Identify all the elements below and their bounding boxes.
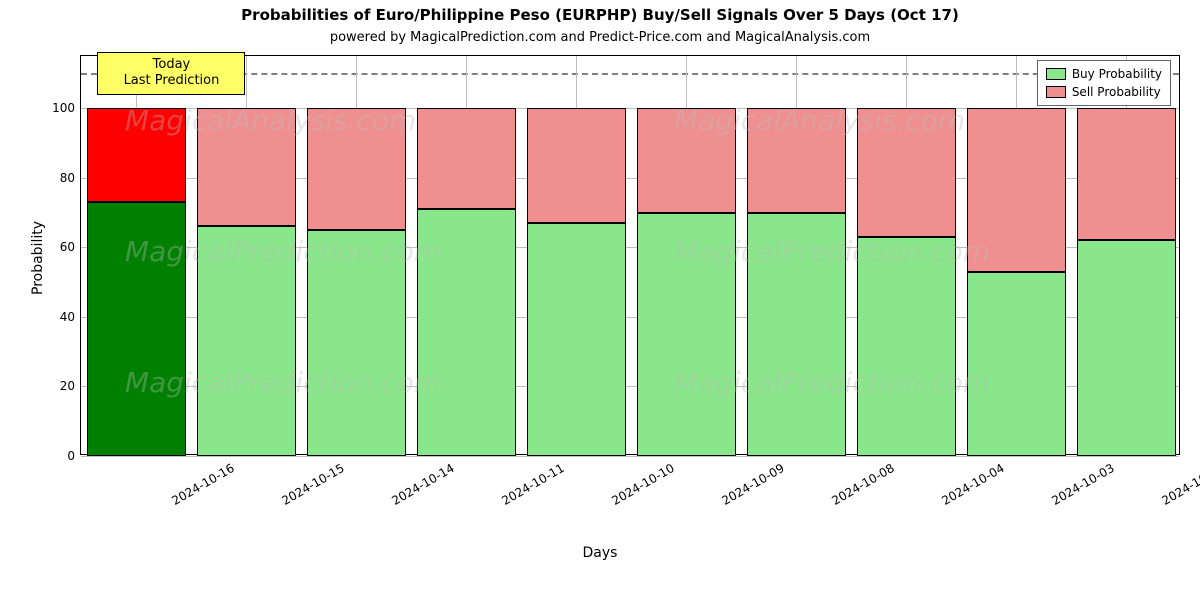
bar-buy bbox=[857, 237, 956, 456]
ytick-label: 100 bbox=[52, 101, 81, 115]
xtick-label: 2024-10-11 bbox=[495, 454, 566, 508]
legend-label-buy: Buy Probability bbox=[1072, 65, 1162, 83]
ytick-label: 0 bbox=[67, 449, 81, 463]
ytick-label: 80 bbox=[60, 171, 81, 185]
legend-item-sell: Sell Probability bbox=[1046, 83, 1162, 101]
annotation-line1: Today bbox=[106, 57, 236, 73]
ytick-label: 20 bbox=[60, 379, 81, 393]
bar-sell bbox=[307, 108, 406, 230]
xtick-label: 2024-10-10 bbox=[605, 454, 676, 508]
legend-item-buy: Buy Probability bbox=[1046, 65, 1162, 83]
xtick-label: 2024-10-16 bbox=[165, 454, 236, 508]
bar-sell bbox=[857, 108, 956, 237]
bar-buy bbox=[417, 209, 516, 456]
legend: Buy Probability Sell Probability bbox=[1037, 60, 1171, 106]
bar-sell bbox=[637, 108, 736, 212]
xtick-label: 2024-10-14 bbox=[385, 454, 456, 508]
bar-sell bbox=[1077, 108, 1176, 240]
xtick-label: 2024-10-03 bbox=[1045, 454, 1116, 508]
x-axis-label: Days bbox=[0, 545, 1200, 561]
bar-sell bbox=[87, 108, 186, 202]
bar-buy bbox=[307, 230, 406, 456]
xtick-label: 2024-10-04 bbox=[935, 454, 1006, 508]
today-annotation: Today Last Prediction bbox=[97, 52, 245, 95]
annotation-line2: Last Prediction bbox=[106, 73, 236, 89]
bar-sell bbox=[747, 108, 846, 212]
ytick-label: 60 bbox=[60, 240, 81, 254]
chart-title: Probabilities of Euro/Philippine Peso (E… bbox=[0, 6, 1200, 24]
bar-sell bbox=[527, 108, 626, 223]
xtick-label: 2024-10-02 bbox=[1155, 454, 1200, 508]
bar-buy bbox=[967, 272, 1066, 456]
legend-swatch-buy bbox=[1046, 68, 1066, 80]
bar-sell bbox=[967, 108, 1066, 271]
bar-buy bbox=[527, 223, 626, 456]
bar-buy bbox=[1077, 240, 1176, 456]
legend-swatch-sell bbox=[1046, 86, 1066, 98]
bar-sell bbox=[417, 108, 516, 209]
chart-container: Probabilities of Euro/Philippine Peso (E… bbox=[0, 0, 1200, 600]
xtick-label: 2024-10-08 bbox=[825, 454, 896, 508]
gridline-h bbox=[81, 456, 1179, 457]
y-axis-label: Probability bbox=[30, 221, 46, 295]
xtick-label: 2024-10-15 bbox=[275, 454, 346, 508]
bar-sell bbox=[197, 108, 296, 226]
chart-subtitle: powered by MagicalPrediction.com and Pre… bbox=[0, 30, 1200, 45]
bar-buy bbox=[197, 226, 296, 456]
ytick-label: 40 bbox=[60, 310, 81, 324]
bar-buy bbox=[747, 213, 846, 456]
bar-buy bbox=[637, 213, 736, 456]
bar-buy bbox=[87, 202, 186, 456]
legend-label-sell: Sell Probability bbox=[1072, 83, 1161, 101]
plot-area: Buy Probability Sell Probability Today L… bbox=[80, 55, 1180, 455]
xtick-label: 2024-10-09 bbox=[715, 454, 786, 508]
